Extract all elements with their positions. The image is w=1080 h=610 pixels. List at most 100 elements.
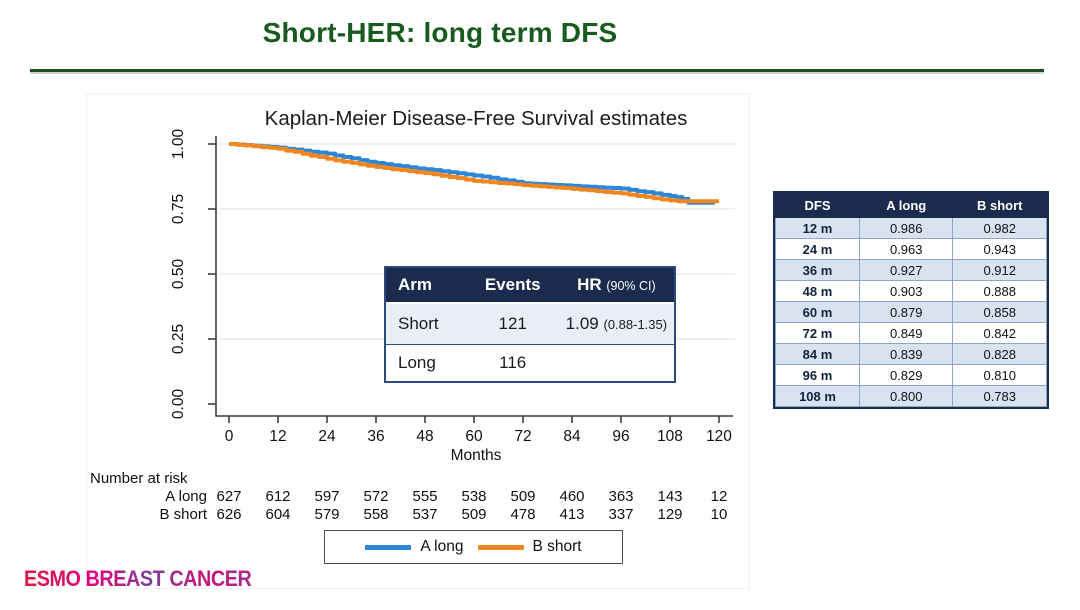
dfs-value-cell: 0.783	[952, 385, 1047, 407]
risk-count: 597	[314, 488, 339, 505]
x-tick-label: 108	[657, 428, 683, 445]
hr-header-hr: HR (90% CI)	[577, 275, 656, 294]
dfs-timepoint-cell: 72 m	[775, 322, 860, 344]
dfs-header-cell: DFS	[775, 193, 860, 218]
dfs-timepoint-cell: 96 m	[775, 364, 860, 386]
km-figure: 1.00 0.75 0.50 0.25 0.00 0 12 24 36 48 60 72 84 96 108…	[86, 93, 750, 589]
km-curve-b-short	[229, 142, 719, 204]
risk-count: 612	[265, 488, 290, 505]
legend-label-a-long: A long	[420, 538, 464, 555]
risk-count: 509	[461, 506, 486, 523]
hr-row-long: Long 116	[386, 345, 674, 381]
x-tick-label: 96	[612, 428, 629, 445]
dfs-value-cell: 0.912	[952, 259, 1047, 281]
dfs-value-cell: 0.888	[952, 280, 1047, 302]
risk-count: 627	[216, 488, 241, 505]
dfs-timepoint-cell: 48 m	[775, 280, 860, 302]
risk-count: 558	[363, 506, 388, 523]
table-row: 96 m 0.829 0.810	[775, 364, 1047, 386]
hr-inset-table: Arm Events HR (90% CI) Short 121 1.09 (0…	[384, 266, 676, 383]
hr-row-short: Short 121 1.09 (0.88-1.35)	[386, 304, 674, 345]
risk-count: 538	[461, 488, 486, 505]
x-tick-label: 0	[225, 428, 234, 445]
axis-lines	[215, 136, 733, 417]
dfs-value-cell: 0.858	[952, 301, 1047, 323]
risk-count: 337	[608, 506, 633, 523]
y-tick-label: 0.00	[170, 389, 187, 420]
hr-header-events: Events	[484, 275, 541, 294]
risk-count: 572	[363, 488, 388, 505]
risk-row-label: B short	[159, 506, 207, 523]
y-tick-label: 0.50	[170, 259, 187, 290]
dfs-timepoint-cell: 24 m	[775, 238, 860, 260]
hr-row-long-events: 116	[499, 353, 527, 372]
risk-count: 10	[711, 506, 728, 523]
legend-entry-b-short: B short	[477, 538, 582, 556]
dfs-value-cell: 0.849	[858, 322, 954, 344]
dfs-timepoint-cell: 36 m	[775, 259, 860, 281]
dfs-timepoint-cell: 108 m	[775, 385, 860, 407]
risk-count: 509	[510, 488, 535, 505]
risk-row-label: A long	[165, 488, 207, 505]
number-at-risk-heading: Number at risk	[90, 470, 188, 487]
hr-row-short-arm: Short	[398, 314, 439, 333]
table-row: 108 m 0.800 0.783	[775, 385, 1047, 407]
risk-count: 537	[412, 506, 437, 523]
x-tick-label: 12	[269, 428, 286, 445]
legend-line-a-long	[365, 544, 412, 550]
y-tick-label: 0.75	[170, 194, 187, 224]
chart-legend: A long B short	[324, 530, 623, 564]
hr-row-short-hr: 1.09 (0.88-1.35)	[565, 314, 668, 333]
dfs-summary-table: DFS A long B short 12 m 0.986 0.982 24 m 0.963…	[775, 193, 1047, 407]
risk-count: 478	[510, 506, 535, 523]
table-row: 24 m 0.963 0.943	[775, 238, 1047, 260]
hr-row-long-arm: Long	[398, 353, 436, 372]
x-tick-label: 120	[706, 428, 732, 445]
hr-header-arm: Arm	[398, 275, 433, 294]
risk-count: 555	[412, 488, 437, 505]
risk-count: 579	[314, 506, 339, 523]
dfs-value-cell: 0.828	[952, 343, 1047, 365]
page-title: Short-HER: long term DFS	[262, 17, 618, 48]
dfs-value-cell: 0.963	[858, 238, 954, 260]
dfs-value-cell: 0.800	[858, 385, 954, 407]
dfs-timepoint-cell: 60 m	[775, 301, 860, 323]
dfs-value-cell: 0.829	[858, 364, 954, 386]
x-tick-label: 84	[563, 428, 581, 445]
dfs-value-cell: 0.943	[952, 238, 1047, 260]
dfs-header-row: DFS A long B short	[775, 193, 1047, 218]
dfs-value-cell: 0.903	[858, 280, 954, 302]
x-tick-label: 72	[514, 428, 531, 445]
table-row: 60 m 0.879 0.858	[775, 301, 1047, 323]
chart-title: Kaplan-Meier Disease-Free Survival estim…	[265, 107, 688, 130]
dfs-value-cell: 0.842	[952, 322, 1047, 344]
dfs-timepoint-cell: 84 m	[775, 343, 860, 365]
dfs-summary-table-wrap: DFS A long B short 12 m 0.986 0.982 24 m 0.963…	[773, 191, 1049, 409]
dfs-value-cell: 0.879	[858, 301, 954, 323]
table-row: 84 m 0.839 0.828	[775, 343, 1047, 365]
dfs-value-cell: 0.982	[952, 217, 1047, 239]
x-tick-label: 48	[416, 428, 433, 445]
legend-entry-a-long: A long	[365, 538, 464, 556]
risk-count: 626	[216, 506, 241, 523]
hr-row-short-events: 121	[498, 314, 527, 333]
x-tick-label: 36	[367, 428, 384, 445]
x-tick-label: 24	[318, 428, 336, 445]
risk-count: 604	[265, 506, 290, 523]
risk-count: 460	[559, 488, 584, 505]
x-tick-label: 60	[465, 428, 483, 445]
table-row: 72 m 0.849 0.842	[775, 322, 1047, 344]
legend-label-b-short: B short	[532, 538, 582, 555]
legend-line-b-short	[477, 544, 524, 550]
dfs-timepoint-cell: 12 m	[775, 217, 860, 239]
table-row: 12 m 0.986 0.982	[775, 217, 1047, 239]
risk-count: 413	[559, 506, 584, 523]
risk-count: 143	[657, 488, 682, 505]
esmo-breast-cancer-logo: ESMO BREAST CANCER	[24, 566, 252, 591]
dfs-value-cell: 0.986	[858, 217, 954, 239]
dfs-value-cell: 0.927	[858, 259, 954, 281]
km-curve-a-long	[229, 142, 715, 205]
risk-count: 12	[711, 488, 728, 505]
x-axis-title: Months	[451, 447, 502, 464]
